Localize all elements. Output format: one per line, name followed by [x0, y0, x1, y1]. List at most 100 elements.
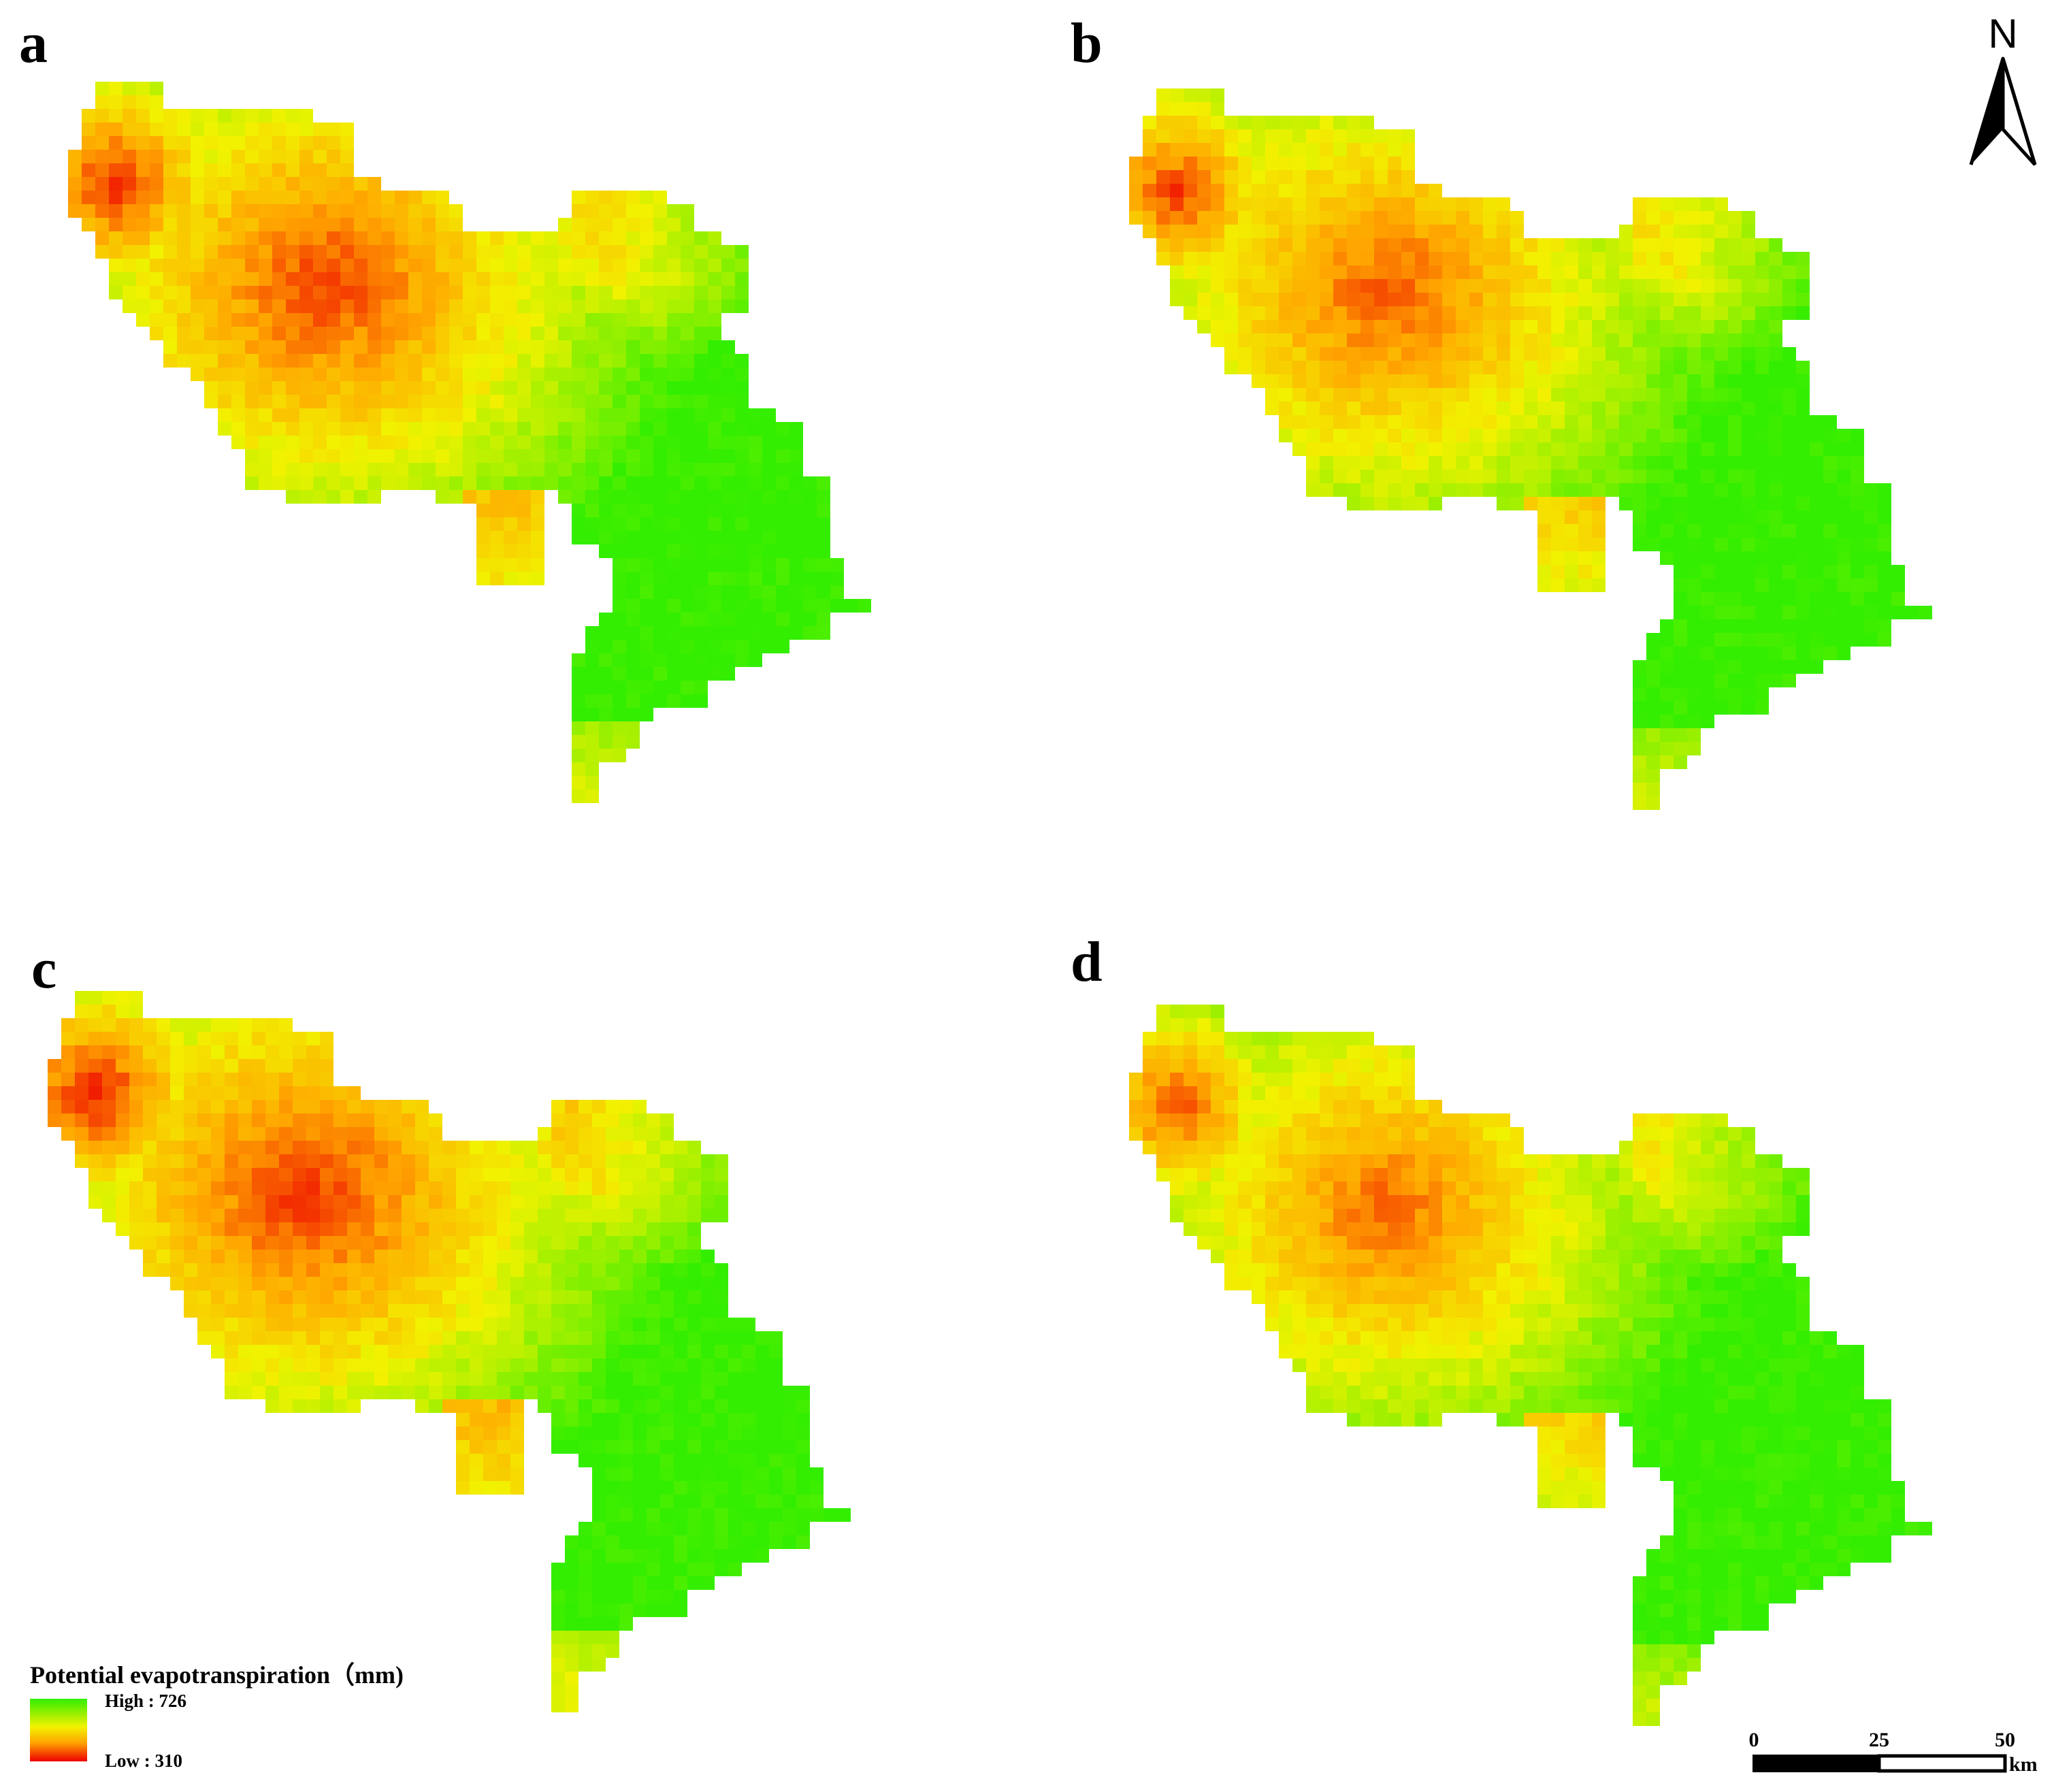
raster-cell	[660, 1535, 674, 1549]
raster-cell	[1592, 238, 1605, 252]
raster-cell	[449, 286, 463, 299]
raster-cell	[1374, 1168, 1388, 1182]
raster-cell	[245, 463, 259, 476]
raster-cell	[1333, 252, 1347, 265]
raster-cell	[231, 136, 245, 150]
raster-cell	[259, 150, 272, 163]
raster-cell	[184, 1263, 197, 1277]
raster-cell	[1279, 1236, 1292, 1250]
raster-cell	[1565, 538, 1578, 551]
raster-cell	[388, 1168, 402, 1182]
raster-cell	[191, 218, 204, 231]
raster-cell	[1674, 374, 1687, 388]
raster-cell	[633, 1100, 647, 1113]
raster-cell	[1279, 374, 1292, 388]
raster-cell	[374, 1182, 388, 1195]
raster-cell	[1320, 225, 1333, 238]
raster-cell	[1687, 483, 1701, 497]
raster-cell	[1796, 252, 1810, 265]
raster-cell	[1633, 306, 1646, 320]
raster-cell	[1483, 1236, 1497, 1250]
raster-cell	[1646, 1182, 1660, 1195]
raster-cell	[123, 82, 136, 95]
raster-cell	[578, 1386, 592, 1399]
raster-cell	[1333, 1318, 1347, 1331]
raster-cell	[660, 1399, 674, 1413]
raster-cell	[1851, 592, 1864, 606]
raster-cell	[306, 1318, 320, 1331]
raster-cell	[653, 436, 667, 449]
raster-cell	[551, 1100, 565, 1113]
raster-cell	[422, 191, 436, 204]
raster-cell	[231, 313, 245, 327]
raster-cell	[129, 1195, 143, 1209]
raster-cell	[633, 1495, 647, 1508]
raster-cell	[497, 1290, 510, 1304]
raster-cell	[299, 299, 313, 313]
raster-cell	[374, 1386, 388, 1399]
raster-cell	[449, 436, 463, 449]
raster-cell	[517, 476, 531, 490]
raster-cell	[653, 422, 667, 436]
raster-cell	[381, 395, 395, 408]
raster-cell	[1360, 1059, 1374, 1073]
raster-cell	[613, 735, 626, 749]
raster-cell	[728, 1467, 742, 1481]
raster-cell	[286, 395, 299, 408]
raster-cell	[238, 1018, 252, 1032]
raster-cell	[551, 1113, 565, 1127]
raster-cell	[436, 368, 449, 381]
raster-cell	[701, 1386, 715, 1399]
raster-cell	[1578, 1277, 1592, 1290]
raster-cell	[238, 1318, 252, 1331]
raster-cell	[1184, 102, 1197, 116]
raster-cell	[272, 436, 286, 449]
raster-cell	[381, 231, 395, 245]
raster-cell	[75, 1141, 88, 1154]
raster-cell	[293, 1399, 306, 1413]
raster-cell	[1728, 1168, 1742, 1182]
raster-cell	[1660, 197, 1674, 211]
raster-cell	[544, 272, 558, 286]
raster-cell	[1646, 701, 1660, 715]
raster-cell	[1782, 388, 1796, 402]
raster-cell	[1320, 347, 1333, 361]
raster-cell	[755, 1386, 769, 1399]
raster-cell	[1796, 1304, 1810, 1318]
raster-cell	[1524, 1277, 1537, 1290]
raster-cell	[1415, 225, 1429, 238]
raster-cell	[361, 1127, 374, 1141]
raster-cell	[524, 1277, 538, 1290]
raster-cell	[1224, 252, 1238, 265]
raster-cell	[395, 218, 408, 231]
raster-cell	[306, 1236, 320, 1250]
raster-cell	[1429, 1250, 1442, 1263]
raster-cell	[449, 395, 463, 408]
raster-cell	[606, 1127, 619, 1141]
raster-cell	[456, 1154, 470, 1168]
raster-cell	[1469, 1113, 1483, 1127]
raster-cell	[1497, 1195, 1510, 1209]
raster-cell	[572, 354, 585, 368]
raster-cell	[1714, 1154, 1728, 1168]
raster-cell	[1605, 1304, 1619, 1318]
raster-cell	[347, 1331, 361, 1345]
raster-cell	[742, 1454, 755, 1467]
raster-cell	[1551, 551, 1565, 565]
raster-cell	[286, 109, 299, 123]
raster-cell	[456, 1195, 470, 1209]
raster-cell	[687, 1195, 701, 1209]
raster-cell	[388, 1222, 402, 1236]
raster-cell	[1252, 1182, 1265, 1195]
raster-cell	[783, 1413, 796, 1427]
raster-cell	[116, 1005, 129, 1018]
raster-cell	[1728, 660, 1742, 674]
raster-cell	[510, 1386, 524, 1399]
raster-cell	[1633, 197, 1646, 211]
raster-cell	[1238, 252, 1252, 265]
raster-cell	[592, 1182, 606, 1195]
raster-cell	[558, 327, 572, 340]
raster-cell	[1687, 402, 1701, 415]
raster-cell	[1605, 374, 1619, 388]
raster-cell	[517, 517, 531, 531]
